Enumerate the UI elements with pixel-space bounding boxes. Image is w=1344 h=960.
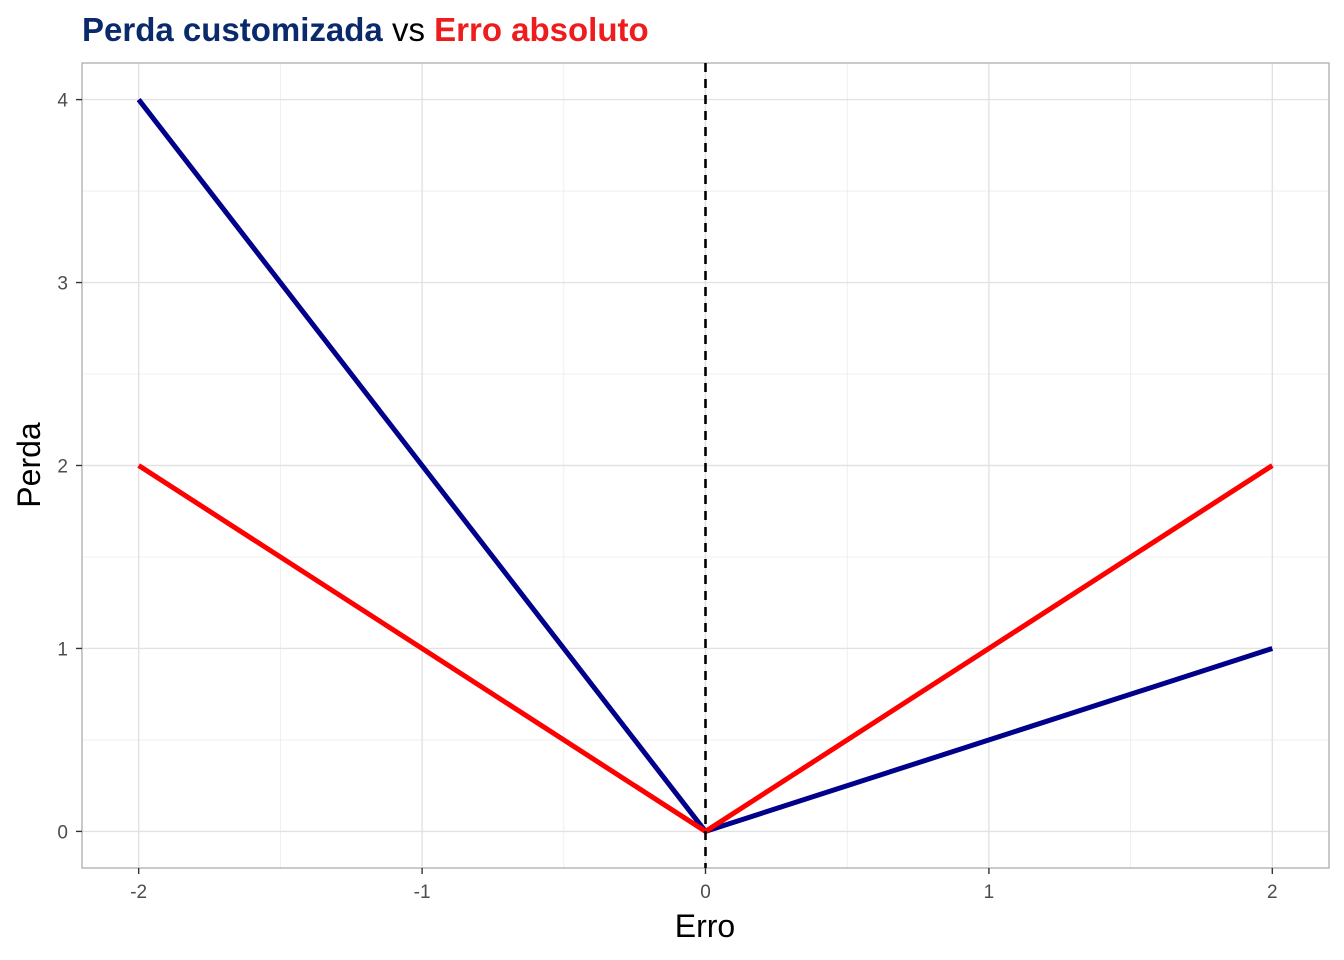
title-absolute-error: Erro absoluto <box>434 11 649 48</box>
title-custom-loss: Perda customizada <box>82 11 383 48</box>
x-tick-label: -2 <box>130 882 147 903</box>
y-tick-label: 2 <box>57 457 68 478</box>
x-tick-label: 1 <box>984 882 995 903</box>
x-tick-label: -1 <box>414 882 431 903</box>
title-vs: vs <box>382 11 435 48</box>
y-tick-label: 3 <box>57 274 68 295</box>
x-axis-title: Erro <box>675 908 735 944</box>
x-tick-label: 0 <box>700 882 711 903</box>
x-axis-ticks: -2 -1 0 1 2 <box>130 868 1278 903</box>
x-tick-label: 2 <box>1267 882 1278 903</box>
y-tick-label: 0 <box>57 822 68 843</box>
y-tick-label: 1 <box>57 639 68 660</box>
y-axis-title: Perda <box>11 422 47 508</box>
chart-title: Perda customizada vs Erro absoluto <box>82 8 649 52</box>
y-axis-ticks: 0 1 2 3 4 <box>57 91 82 843</box>
y-tick-label: 4 <box>57 91 68 112</box>
